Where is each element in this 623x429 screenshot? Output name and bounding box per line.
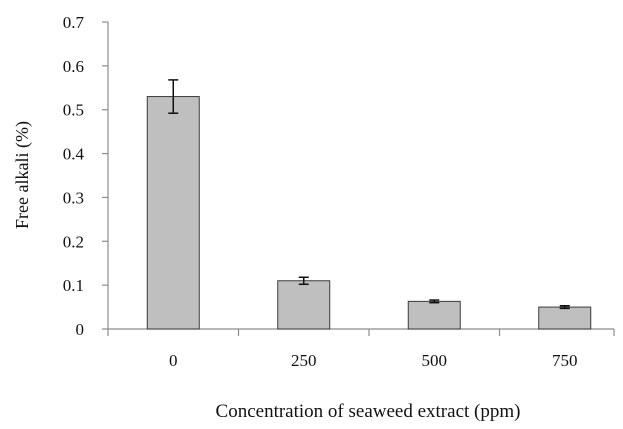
bar [146,96,200,330]
x-axis-title: Concentration of seaweed extract (ppm) [216,401,521,422]
x-axis: 0 250 500 750 [107,328,615,370]
error-bars [168,79,570,310]
y-tick-label: 0 [76,320,85,339]
y-tick-label: 0.2 [63,232,84,251]
y-tick-label: 0.5 [63,101,84,120]
x-tick-label: 750 [552,351,578,370]
bar [277,280,331,330]
y-tick-label: 0.3 [63,188,84,207]
bars [146,96,592,330]
bar [538,306,592,330]
y-tick-label: 0.1 [63,276,84,295]
y-axis: 0 0.1 0.2 0.3 0.4 0.5 0.6 0.7 [63,13,109,339]
y-tick-label: 0.7 [63,13,85,32]
y-tick-label: 0.4 [63,145,85,164]
x-tick-label: 0 [169,351,178,370]
y-axis-title: Free alkali (%) [12,121,33,229]
x-tick-label: 250 [291,351,317,370]
y-tick-label: 0.6 [63,57,84,76]
x-tick-label: 500 [422,351,448,370]
bar [407,300,461,330]
